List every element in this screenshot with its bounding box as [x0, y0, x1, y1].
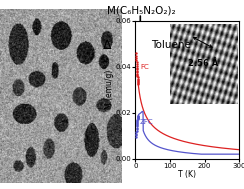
Point	[136, 115, 140, 118]
Point	[135, 63, 139, 66]
Point	[136, 115, 140, 118]
Point	[135, 118, 139, 121]
Point	[135, 126, 139, 129]
Point	[135, 122, 139, 125]
Text: Δ: Δ	[103, 39, 112, 52]
Point	[136, 80, 140, 83]
Point	[134, 56, 138, 59]
Point	[136, 115, 140, 119]
Point	[135, 121, 139, 124]
Point	[136, 77, 140, 80]
Y-axis label: M (emu/g): M (emu/g)	[105, 70, 114, 109]
Point	[136, 117, 140, 120]
Text: ZFC: ZFC	[140, 119, 153, 125]
Point	[135, 125, 139, 128]
Point	[135, 69, 139, 72]
Point	[135, 60, 139, 64]
Point	[135, 66, 139, 69]
Point	[136, 79, 140, 82]
X-axis label: T (K): T (K)	[178, 170, 196, 179]
Point	[134, 54, 138, 57]
Point	[135, 68, 139, 71]
Point	[134, 132, 138, 135]
Point	[136, 116, 140, 119]
Point	[135, 73, 139, 76]
Point	[136, 114, 140, 117]
Point	[135, 129, 139, 132]
Point	[135, 72, 139, 75]
Point	[136, 82, 140, 85]
Point	[135, 75, 139, 78]
Point	[136, 76, 140, 79]
Point	[135, 119, 139, 122]
Point	[136, 81, 140, 84]
Text: FC: FC	[140, 64, 149, 70]
Point	[135, 128, 139, 131]
Point	[136, 78, 140, 81]
Point	[134, 134, 138, 137]
Point	[135, 64, 139, 67]
Point	[134, 59, 138, 62]
Point	[135, 124, 139, 127]
Point	[135, 71, 139, 74]
Text: Toluene: Toluene	[151, 40, 191, 50]
Point	[134, 51, 138, 54]
Text: M(C₆H₅N₂O₂)₂: M(C₆H₅N₂O₂)₂	[107, 6, 176, 16]
Point	[135, 120, 139, 123]
Point	[136, 118, 140, 121]
Point	[134, 131, 138, 134]
Point	[134, 136, 138, 139]
